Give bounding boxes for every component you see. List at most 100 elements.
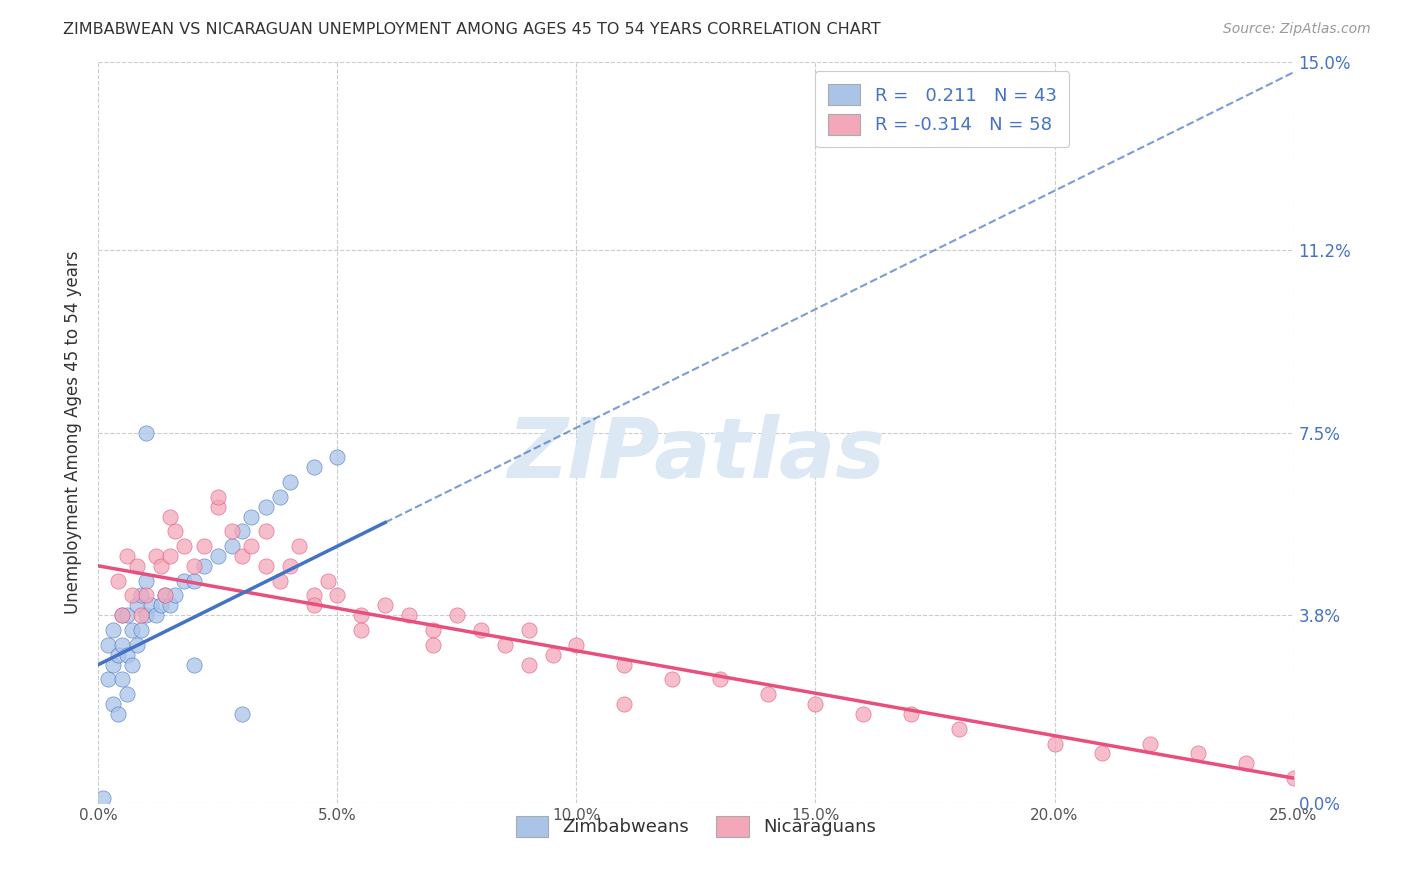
Point [1091,747,1114,761]
Point [709,673,731,687]
Point [173,539,195,553]
Point [155,589,177,603]
Point [131,589,153,603]
Point [326,450,349,465]
Point [470,623,492,637]
Point [121,623,143,637]
Point [231,549,253,563]
Point [97,638,120,652]
Legend: Zimbabweans, Nicaraguans: Zimbabweans, Nicaraguans [506,806,886,846]
Point [517,623,540,637]
Point [131,623,153,637]
Point [121,657,143,672]
Point [115,608,138,623]
Point [97,673,120,687]
Point [193,539,215,553]
Point [231,706,253,721]
Point [107,648,129,662]
Point [135,574,157,588]
Point [302,460,325,475]
Point [125,558,148,573]
Point [240,509,263,524]
Point [125,599,148,613]
Point [131,608,153,623]
Point [101,657,124,672]
Point [125,638,148,652]
Point [565,638,588,652]
Point [398,608,420,623]
Text: ZIPatlas: ZIPatlas [508,414,884,495]
Point [350,608,373,623]
Point [91,790,114,805]
Point [207,549,229,563]
Text: Source: ZipAtlas.com: Source: ZipAtlas.com [1223,22,1371,37]
Point [446,608,468,623]
Point [111,638,134,652]
Point [1043,737,1066,751]
Point [254,558,277,573]
Point [661,673,683,687]
Point [422,638,444,652]
Point [948,722,970,736]
Point [101,697,124,711]
Point [613,657,636,672]
Point [115,549,138,563]
Point [240,539,263,553]
Point [756,687,779,701]
Point [269,574,291,588]
Point [326,589,349,603]
Point [207,500,229,514]
Point [121,589,143,603]
Point [193,558,215,573]
Point [278,475,301,489]
Y-axis label: Unemployment Among Ages 45 to 54 years: Unemployment Among Ages 45 to 54 years [65,251,83,615]
Point [139,599,162,613]
Point [183,558,205,573]
Point [149,558,172,573]
Point [422,623,444,637]
Point [173,574,195,588]
Point [1139,737,1161,751]
Point [163,589,186,603]
Point [107,574,129,588]
Point [288,539,311,553]
Point [350,623,373,637]
Point [159,599,181,613]
Point [135,608,157,623]
Point [517,657,540,672]
Point [183,657,205,672]
Point [107,706,129,721]
Point [254,524,277,539]
Point [613,697,636,711]
Point [155,589,177,603]
Point [302,589,325,603]
Point [101,623,124,637]
Point [1187,747,1209,761]
Point [115,648,138,662]
Point [278,558,301,573]
Point [541,648,564,662]
Point [804,697,827,711]
Point [374,599,396,613]
Point [316,574,339,588]
Point [159,549,181,563]
Point [302,599,325,613]
Point [163,524,186,539]
Point [159,509,181,524]
Point [254,500,277,514]
Point [269,490,291,504]
Point [115,687,138,701]
Point [207,490,229,504]
Point [221,524,243,539]
Point [221,539,243,553]
Point [135,425,157,440]
Point [135,589,157,603]
Point [900,706,922,721]
Point [149,599,172,613]
Point [145,608,167,623]
Point [1234,756,1257,771]
Point [145,549,167,563]
Point [852,706,875,721]
Point [1282,771,1305,785]
Text: ZIMBABWEAN VS NICARAGUAN UNEMPLOYMENT AMONG AGES 45 TO 54 YEARS CORRELATION CHAR: ZIMBABWEAN VS NICARAGUAN UNEMPLOYMENT AM… [63,22,882,37]
